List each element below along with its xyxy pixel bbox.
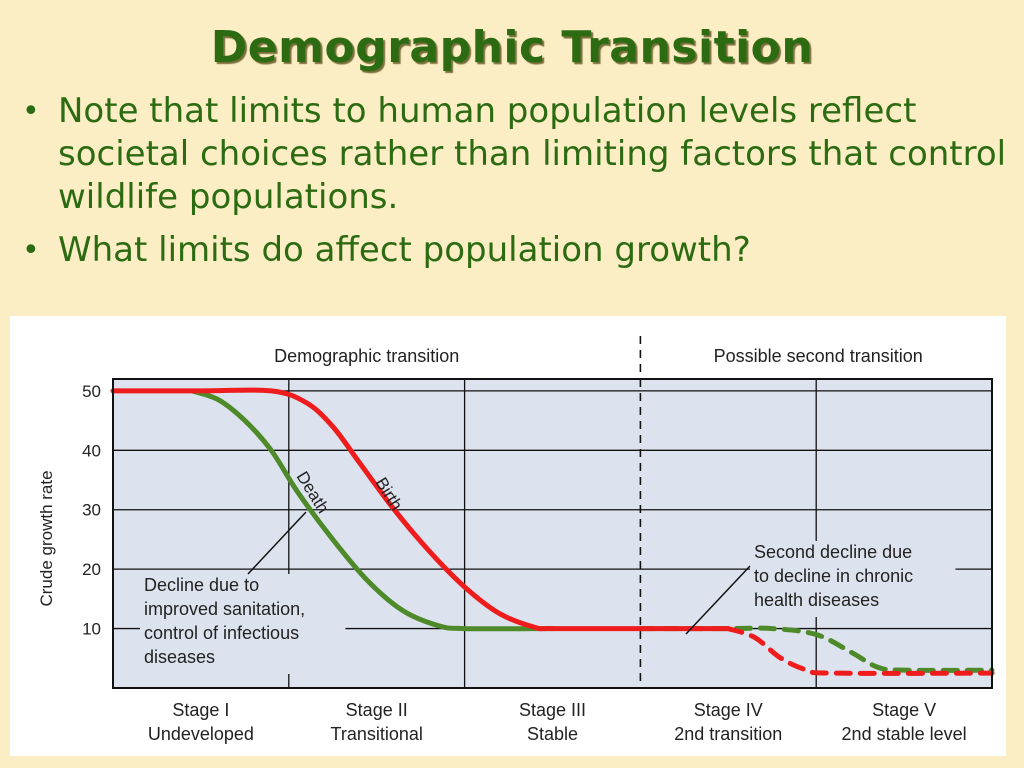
stage-name-label: Stage V [872,700,936,720]
y-tick-label: 50 [82,382,101,401]
bullet-item: • What limits do affect population growt… [18,229,1008,272]
section-label-demographic: Demographic transition [274,346,459,366]
annotation-text-line: Decline due to [144,575,259,595]
plot-frame [112,378,993,689]
y-tick-labels: 10 20 30 40 50 [82,382,101,639]
bullet-dot-icon: • [22,233,40,268]
y-axis-label: Crude growth rate [37,470,56,606]
series-lines [110,387,995,676]
stage-description-label: 2nd transition [674,724,782,744]
stage-description-label: 2nd stable level [842,724,967,744]
stage-description-label: Transitional [331,724,423,744]
y-tick-label: 30 [82,501,101,520]
chart-figure: Demographic transition Possible second t… [10,316,1006,756]
annotation-leader-line [685,565,751,635]
annotation-text-line: to decline in chronic [754,566,913,586]
series-line-death-solid [189,388,555,632]
annotation-text-line: Second decline due [754,542,912,562]
y-tick-label: 40 [82,441,101,460]
annotation-first-decline: Decline due to improved sanitation, contro… [140,511,346,674]
demographic-chart: Demographic transition Possible second t… [37,336,995,744]
series-line-birth-dashed [725,626,995,676]
stage-name-label: Stage I [172,700,229,720]
bullet-dot-icon: • [22,94,40,129]
bullet-list: • Note that limits to human population l… [18,90,1008,282]
stage-name-label: Stage III [519,700,586,720]
y-tick-label: 20 [82,560,101,579]
annotation-text-line: control of infectious [144,623,299,643]
annotation-background [140,574,346,674]
annotation-background [750,541,956,617]
slide-title: Demographic Transition [210,22,814,73]
annotation-second-decline: Second decline due to decline in chronic h… [685,541,956,635]
stage-name-label: Stage IV [694,700,763,720]
section-label-second: Possible second transition [714,346,923,366]
annotation-text-line: diseases [144,647,215,667]
bullet-text: What limits do affect population growth? [58,230,751,270]
stage-description-label: Undeveloped [148,724,254,744]
bullet-text: Note that limits to human population lev… [58,91,1007,217]
stage-description-label: Stable [527,724,578,744]
annotation-text-line: health diseases [754,590,879,610]
series-line-birth-solid [110,387,731,632]
y-tick-label: 10 [82,620,101,639]
annotation-text-line: improved sanitation, [144,599,305,619]
stage-labels: Stage I Undeveloped Stage II Transitional St… [148,700,967,744]
stage-name-label: Stage II [346,700,408,720]
bullet-item: • Note that limits to human population l… [18,90,1008,219]
annotation-leader-line [247,511,307,575]
